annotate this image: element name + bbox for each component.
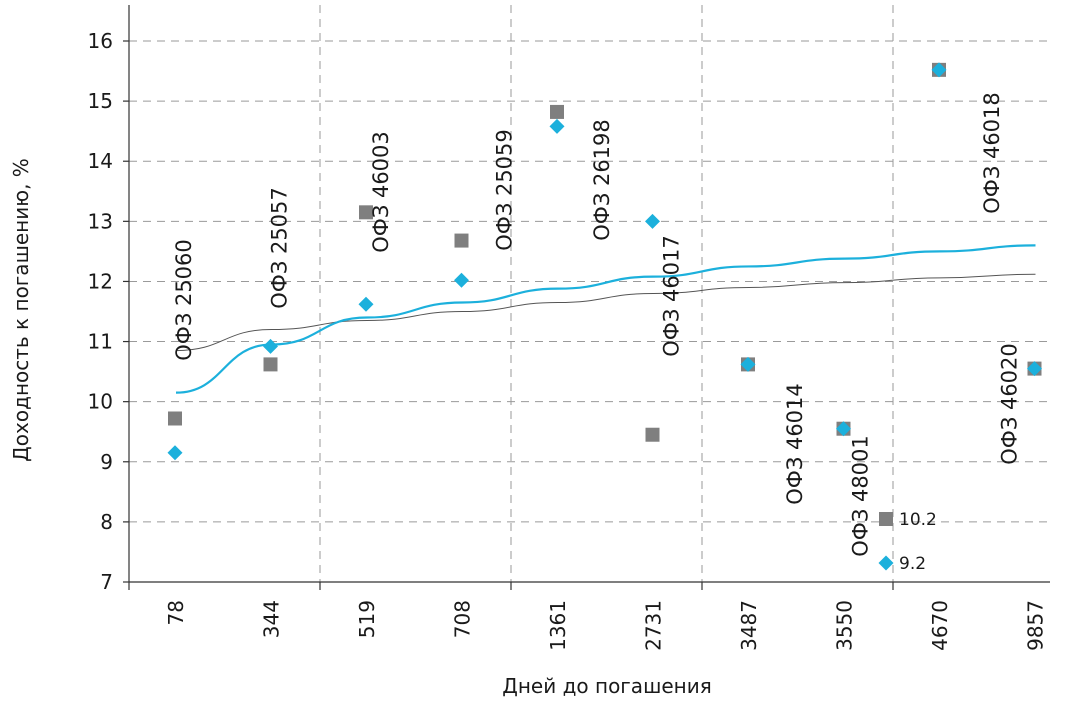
y-tick-labels: 7 8 9 10 11 12 13 14 15 16	[88, 29, 113, 594]
point-square	[454, 233, 469, 248]
legend: 10.2 9.2	[878, 510, 937, 574]
point-label: ОФЗ 46020	[998, 343, 1022, 465]
grid	[129, 5, 1050, 582]
point-square	[550, 104, 564, 119]
x-tick-label: 519	[355, 600, 379, 638]
point-label: ОФЗ 48001	[849, 435, 873, 557]
y-tick-label: 16	[88, 29, 113, 53]
point-diamond	[645, 213, 660, 229]
x-tick-label: 344	[260, 600, 284, 638]
legend-diamond-marker	[878, 555, 894, 571]
y-tick-label: 12	[88, 269, 113, 293]
point-label: ОФЗ 46014	[783, 383, 807, 505]
legend-label: 9.2	[899, 554, 926, 574]
x-tick-label: 9857	[1024, 600, 1048, 651]
point-labels: ОФЗ 25060 ОФЗ 25057 ОФЗ 46003 ОФЗ 25059 ОФЗ …	[172, 92, 1022, 557]
trendline-blue	[175, 244, 1036, 394]
trendline-grey	[175, 273, 1036, 352]
point-diamond	[740, 356, 756, 372]
x-tick-label: 4670	[928, 600, 952, 651]
point-diamond	[454, 272, 469, 288]
x-tick-label: 708	[451, 600, 475, 638]
y-tick-label: 9	[100, 450, 113, 474]
y-tick-label: 8	[100, 510, 113, 534]
axes	[123, 5, 1050, 590]
y-tick-label: 11	[88, 330, 113, 354]
x-tick-label: 3550	[833, 600, 857, 651]
y-tick-label: 13	[88, 209, 113, 233]
y-tick-label: 7	[100, 570, 113, 594]
x-tick-label: 2731	[642, 600, 666, 651]
point-square	[168, 411, 182, 426]
trendlines	[175, 244, 1036, 394]
point-square	[359, 205, 373, 220]
data-points	[167, 62, 1042, 461]
point-diamond	[167, 445, 183, 461]
x-tick-label: 3487	[737, 600, 761, 651]
point-diamond	[931, 62, 947, 78]
x-tick-label: 1361	[546, 600, 570, 651]
point-diamond	[263, 338, 278, 354]
point-square	[263, 357, 278, 372]
point-label: ОФЗ 26198	[590, 119, 614, 241]
x-tick-labels: 78 344 519 708 1361 2731 3487 3550 4670 9857	[164, 600, 1048, 651]
point-diamond	[549, 118, 565, 134]
point-label: ОФЗ 25057	[268, 187, 292, 309]
y-tick-label: 15	[88, 89, 113, 113]
y-axis-title: Доходность к погашению, %	[9, 158, 33, 462]
point-label: ОФЗ 25059	[493, 129, 517, 251]
legend-label: 10.2	[899, 510, 937, 530]
point-label: ОФЗ 46003	[369, 131, 393, 253]
point-label: ОФЗ 25060	[172, 239, 196, 361]
point-label: ОФЗ 46017	[660, 235, 684, 357]
point-diamond	[358, 296, 374, 312]
x-axis-title: Дней до погашения	[502, 674, 712, 698]
y-tick-label: 14	[88, 149, 113, 173]
point-diamond	[1027, 361, 1042, 377]
point-square	[645, 427, 660, 442]
point-label: ОФЗ 46018	[980, 92, 1004, 214]
y-tick-label: 10	[88, 390, 113, 414]
legend-square-marker	[879, 512, 893, 526]
point-diamond	[836, 421, 851, 437]
x-tick-label: 78	[164, 600, 188, 625]
